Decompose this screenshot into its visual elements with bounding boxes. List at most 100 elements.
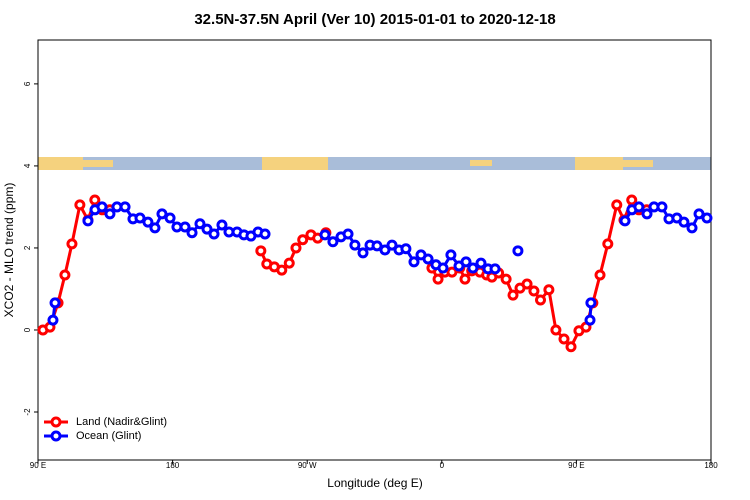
x-tick-label: 180 xyxy=(166,461,180,470)
data-point xyxy=(164,212,176,224)
data-point xyxy=(585,297,597,309)
x-tick-label: 90 E xyxy=(568,461,584,470)
data-point xyxy=(47,314,59,326)
data-point xyxy=(528,285,540,297)
data-point xyxy=(422,253,434,265)
data-point xyxy=(283,257,295,269)
x-tick-label: 180 xyxy=(704,461,718,470)
data-point xyxy=(445,249,457,261)
data-point xyxy=(319,229,331,241)
data-point xyxy=(437,262,449,274)
data-point xyxy=(89,194,101,206)
legend-label: Ocean (Glint) xyxy=(76,430,141,442)
land-strip xyxy=(83,160,113,167)
data-point xyxy=(611,199,623,211)
data-point xyxy=(194,218,206,230)
legend-marker xyxy=(50,416,62,428)
data-point xyxy=(342,228,354,240)
data-point xyxy=(475,257,487,269)
data-point xyxy=(119,201,131,213)
data-point xyxy=(379,244,391,256)
data-point xyxy=(633,201,645,213)
data-point xyxy=(66,238,78,250)
data-point xyxy=(602,238,614,250)
data-point xyxy=(49,297,61,309)
data-point xyxy=(584,314,596,326)
data-point xyxy=(149,222,161,234)
data-point xyxy=(216,219,228,231)
data-point xyxy=(535,294,547,306)
land-strip xyxy=(470,160,492,166)
data-point xyxy=(626,194,638,206)
x-axis-label: Longitude (deg E) xyxy=(327,476,422,490)
data-point xyxy=(619,215,631,227)
land-strip xyxy=(38,157,83,170)
land-strip xyxy=(575,157,623,170)
data-point xyxy=(201,223,213,235)
legend-marker xyxy=(50,430,62,442)
data-point xyxy=(558,333,570,345)
data-point xyxy=(686,222,698,234)
data-point xyxy=(550,324,562,336)
plot-frame xyxy=(37,39,712,461)
data-point xyxy=(156,208,168,220)
data-point xyxy=(678,216,690,228)
data-point xyxy=(208,228,220,240)
data-point xyxy=(82,215,94,227)
data-point xyxy=(327,236,339,248)
data-point xyxy=(432,273,444,285)
land-strip xyxy=(262,157,328,170)
data-point xyxy=(507,289,519,301)
data-point xyxy=(297,234,309,246)
data-point xyxy=(512,245,524,257)
data-point xyxy=(459,273,471,285)
data-point xyxy=(104,208,116,220)
data-point xyxy=(467,262,479,274)
land-strip xyxy=(623,160,653,167)
data-point xyxy=(259,228,271,240)
data-point xyxy=(276,264,288,276)
x-tick-label: 90 E xyxy=(30,461,46,470)
data-point xyxy=(142,216,154,228)
data-point xyxy=(641,208,653,220)
y-tick-label: 2 xyxy=(23,245,32,250)
data-point xyxy=(500,273,512,285)
chart-title: 32.5N-37.5N April (Ver 10) 2015-01-01 to… xyxy=(194,11,555,28)
data-point xyxy=(489,263,501,275)
series-line xyxy=(430,196,647,350)
data-point xyxy=(594,269,606,281)
data-point xyxy=(290,242,302,254)
data-point xyxy=(460,256,472,268)
ocean-strip xyxy=(38,157,711,170)
land-ocean-strip xyxy=(38,157,711,170)
data-point xyxy=(565,341,577,353)
y-tick-label: 0 xyxy=(23,327,32,332)
data-point xyxy=(255,245,267,257)
data-point xyxy=(701,212,713,224)
data-point xyxy=(59,269,71,281)
x-tick-label: 0 xyxy=(440,461,445,470)
data-point xyxy=(349,239,361,251)
data-point xyxy=(179,221,191,233)
data-point xyxy=(408,256,420,268)
data-point xyxy=(386,239,398,251)
data-point xyxy=(134,212,146,224)
legend-label: Land (Nadir&Glint) xyxy=(76,416,167,428)
data-point xyxy=(543,284,555,296)
data-point xyxy=(96,201,108,213)
data-point xyxy=(656,201,668,213)
data-point xyxy=(74,199,86,211)
data-point xyxy=(521,278,533,290)
data-point xyxy=(446,266,458,278)
data-point xyxy=(186,227,198,239)
y-tick-label: 4 xyxy=(23,163,32,168)
y-axis-label: XCO2 - MLO trend (ppm) xyxy=(2,183,16,318)
y-tick-label: -2 xyxy=(23,408,32,416)
data-point xyxy=(693,208,705,220)
data-point xyxy=(400,243,412,255)
x-tick-label: 90 W xyxy=(298,461,317,470)
data-point xyxy=(357,247,369,259)
y-tick-label: 6 xyxy=(23,81,32,86)
data-point xyxy=(371,240,383,252)
